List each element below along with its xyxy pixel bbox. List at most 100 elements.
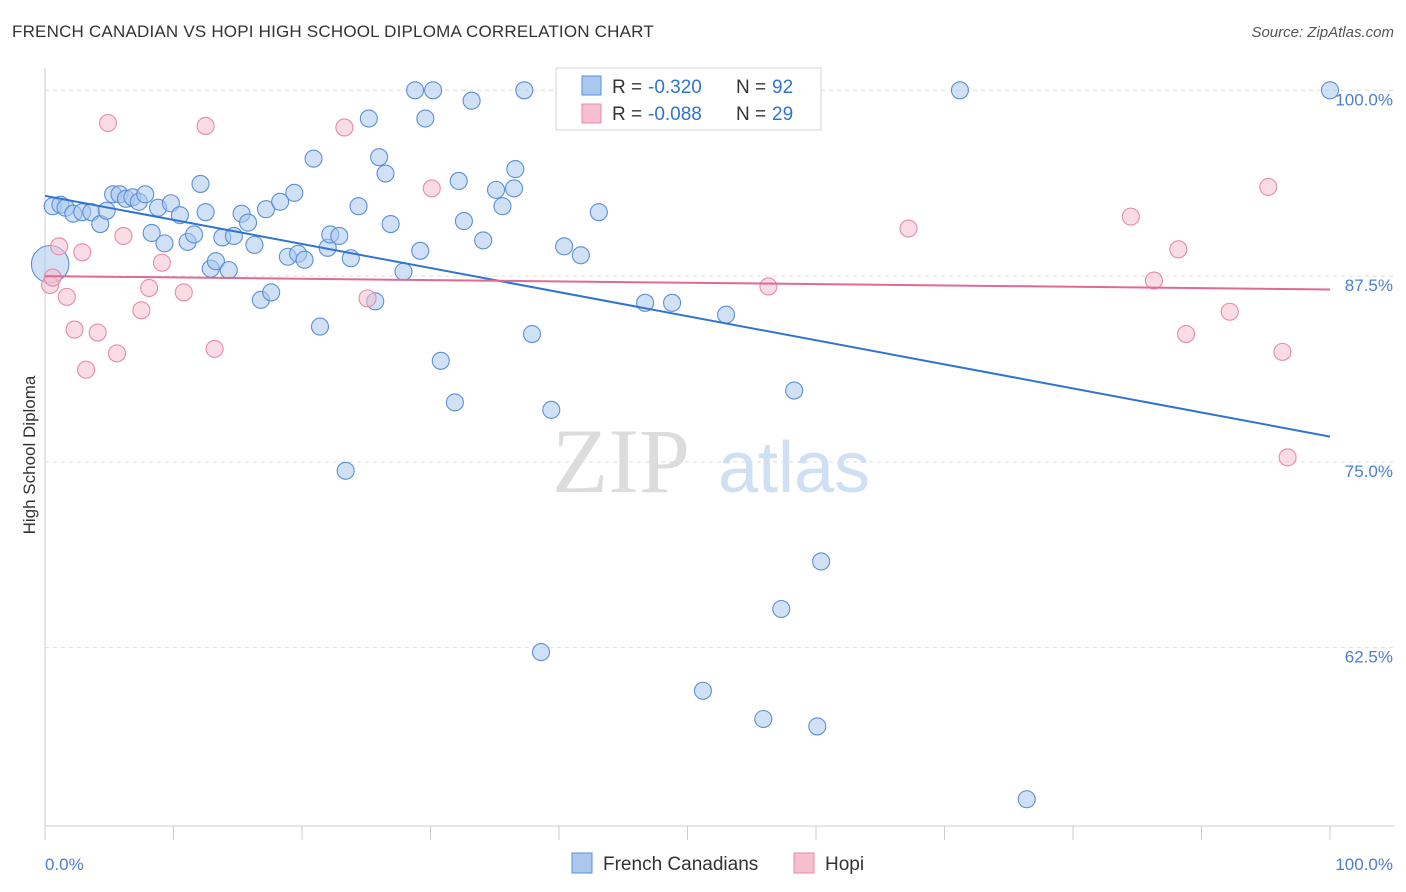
point-french-canadians	[531, 643, 551, 662]
point-hopi	[140, 278, 159, 298]
point-french-canadians	[445, 393, 464, 412]
legend-label-french-canadians: French Canadians	[603, 854, 758, 875]
point-hopi	[114, 226, 133, 245]
point-french-canadians	[406, 81, 425, 100]
watermark-atlas: atlas	[718, 428, 870, 508]
point-french-canadians	[486, 180, 506, 199]
data-points	[30, 81, 1340, 809]
point-french-canadians	[191, 174, 210, 193]
watermark-zip: ZIP	[552, 410, 690, 512]
point-hopi	[50, 237, 69, 256]
legend-label-hopi: Hopi	[825, 854, 864, 875]
series-legend: French Canadians Hopi	[571, 852, 864, 875]
point-french-canadians	[542, 400, 561, 419]
point-french-canadians	[256, 200, 276, 219]
point-french-canadians	[310, 317, 330, 336]
chart-title: FRENCH CANADIAN VS HOPI HIGH SCHOOL DIPL…	[12, 22, 654, 41]
point-hopi	[1121, 207, 1140, 226]
point-hopi	[899, 219, 918, 238]
point-french-canadians	[424, 81, 443, 100]
point-hopi	[1177, 324, 1196, 344]
y-tick-label: 100.0%	[1335, 90, 1393, 109]
stats-n-value-blue: 92	[772, 77, 793, 98]
point-french-canadians	[462, 91, 481, 110]
point-french-canadians	[370, 148, 389, 167]
point-hopi	[1273, 342, 1292, 361]
axes: 100.0% 87.5% 75.0% 62.5% 0.0% 100.0%	[44, 68, 1395, 874]
point-hopi	[174, 283, 193, 302]
point-french-canadians	[196, 203, 215, 222]
point-french-canadians	[394, 262, 413, 281]
point-french-canadians	[336, 461, 355, 480]
source-credit: Source: ZipAtlas.com	[1251, 24, 1394, 41]
gridlines	[45, 89, 1395, 649]
point-french-canadians	[772, 599, 791, 619]
point-french-canadians	[376, 164, 395, 183]
point-hopi	[57, 287, 76, 306]
x-tick-label: 100.0%	[1335, 855, 1393, 874]
point-french-canadians	[219, 261, 238, 280]
point-french-canadians	[493, 197, 512, 216]
point-french-canadians	[411, 241, 430, 260]
trend-lines	[44, 194, 1331, 438]
point-french-canadians	[754, 709, 773, 729]
y-tick-label: 87.5%	[1345, 276, 1393, 295]
point-french-canadians	[454, 212, 473, 231]
stats-legend-swatch-pink	[581, 103, 602, 124]
stats-r-label-pink: R =	[612, 104, 642, 125]
point-hopi	[1169, 240, 1188, 259]
trend-line-hopi	[44, 275, 1331, 291]
legend-swatch-hopi	[793, 852, 815, 874]
point-french-canadians	[504, 179, 524, 198]
x-tick-label: 0.0%	[45, 855, 84, 874]
point-hopi	[98, 113, 118, 133]
point-french-canadians	[431, 351, 450, 370]
point-french-canadians	[136, 185, 155, 204]
stats-legend: R = -0.320 N = 92 R = -0.088 N = 29	[555, 67, 822, 131]
point-hopi	[1144, 271, 1164, 290]
stats-r-label-blue: R =	[612, 77, 642, 98]
point-french-canadians	[381, 215, 400, 234]
point-hopi	[65, 320, 84, 339]
point-french-canadians	[515, 81, 534, 100]
point-french-canadians	[97, 201, 116, 220]
point-hopi	[335, 118, 354, 137]
point-french-canadians	[812, 552, 831, 571]
stats-r-value-blue: -0.320	[648, 77, 702, 98]
point-hopi	[1278, 448, 1297, 467]
point-french-canadians	[155, 234, 174, 253]
point-french-canadians	[693, 681, 712, 700]
point-french-canadians	[522, 324, 542, 344]
point-french-canadians	[238, 213, 258, 232]
point-french-canadians	[716, 305, 736, 324]
trend-line-french-canadians	[44, 194, 1331, 438]
point-hopi	[88, 323, 107, 342]
point-french-canadians	[304, 149, 323, 168]
point-french-canadians	[142, 223, 161, 243]
point-french-canadians	[206, 252, 225, 271]
stats-legend-swatch-blue	[581, 75, 602, 96]
point-hopi	[196, 116, 215, 136]
point-hopi	[422, 179, 441, 198]
point-french-canadians	[808, 717, 827, 736]
point-french-canadians	[245, 235, 264, 254]
stats-n-label-blue: N =	[736, 77, 766, 98]
point-french-canadians	[416, 109, 435, 128]
point-french-canadians	[555, 237, 574, 256]
point-french-canadians	[271, 192, 290, 211]
point-hopi	[43, 268, 62, 287]
point-hopi	[73, 243, 92, 262]
point-french-canadians	[506, 160, 525, 179]
stats-n-label-pink: N =	[736, 104, 766, 125]
point-hopi	[358, 289, 377, 308]
point-french-canadians	[1320, 81, 1340, 100]
point-french-canadians	[663, 293, 682, 312]
point-french-canadians	[359, 109, 378, 128]
point-hopi	[77, 360, 96, 379]
point-french-canadians	[474, 231, 493, 250]
point-french-canadians	[349, 197, 368, 216]
point-hopi	[205, 339, 224, 358]
y-axis-title: High School Diploma	[20, 375, 39, 534]
stats-r-value-pink: -0.088	[648, 104, 702, 125]
